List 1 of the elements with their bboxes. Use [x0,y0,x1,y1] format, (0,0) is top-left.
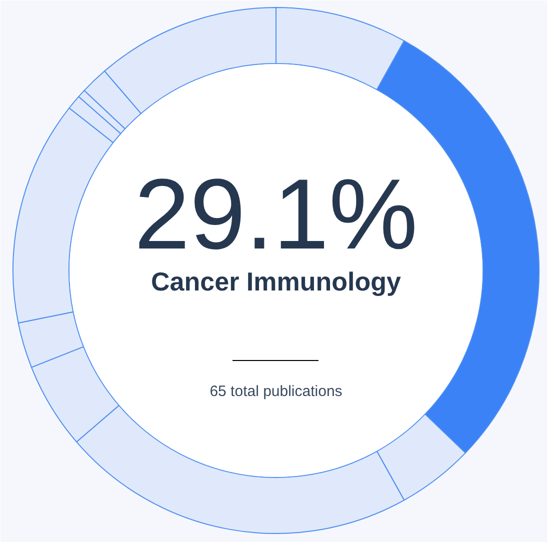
text: 65 total publications [210,383,342,400]
